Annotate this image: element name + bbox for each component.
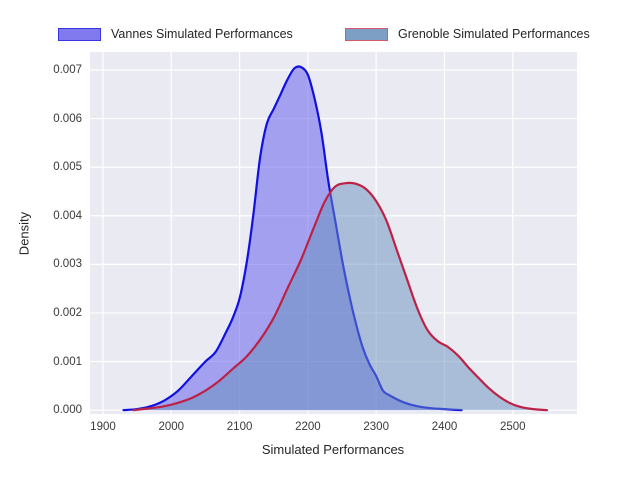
- y-tick-label: 0.004: [53, 209, 82, 222]
- y-tick-label: 0.002: [53, 306, 82, 319]
- vannes-legend-patch-icon: [58, 27, 101, 41]
- plot-area: [90, 52, 577, 414]
- x-tick-label: 2300: [363, 421, 389, 433]
- vannes-density-fill: [123, 66, 462, 411]
- density-chart: [90, 52, 577, 414]
- legend-item-grenoble: Grenoble Simulated Performances: [345, 27, 590, 41]
- grenoble-density-curve: [132, 181, 548, 412]
- x-tick-label: 1900: [90, 421, 116, 433]
- legend: Vannes Simulated Performances Grenoble S…: [0, 27, 640, 45]
- x-axis-label: Simulated Performances: [261, 442, 405, 457]
- legend-label-vannes: Vannes Simulated Performances: [111, 27, 293, 41]
- grenoble-legend-patch-icon: [345, 27, 388, 41]
- y-tick-label: 0.001: [53, 355, 82, 368]
- legend-label-grenoble: Grenoble Simulated Performances: [398, 27, 590, 41]
- grenoble-density-fill: [133, 182, 547, 411]
- x-tick-label: 2500: [499, 421, 526, 433]
- y-tick-label: 0.005: [53, 161, 82, 174]
- y-tick-label: 0.007: [53, 63, 82, 76]
- x-tick-label: 2000: [158, 421, 185, 433]
- y-tick-label: 0.000: [53, 404, 82, 417]
- y-tick-label: 0.003: [53, 258, 82, 271]
- legend-item-vannes: Vannes Simulated Performances: [58, 27, 293, 41]
- x-tick-label: 2200: [295, 421, 321, 433]
- y-tick-label: 0.006: [53, 112, 82, 125]
- x-tick-label: 2100: [226, 421, 253, 433]
- y-axis-label: Density: [16, 211, 32, 256]
- x-tick-label: 2400: [431, 421, 458, 433]
